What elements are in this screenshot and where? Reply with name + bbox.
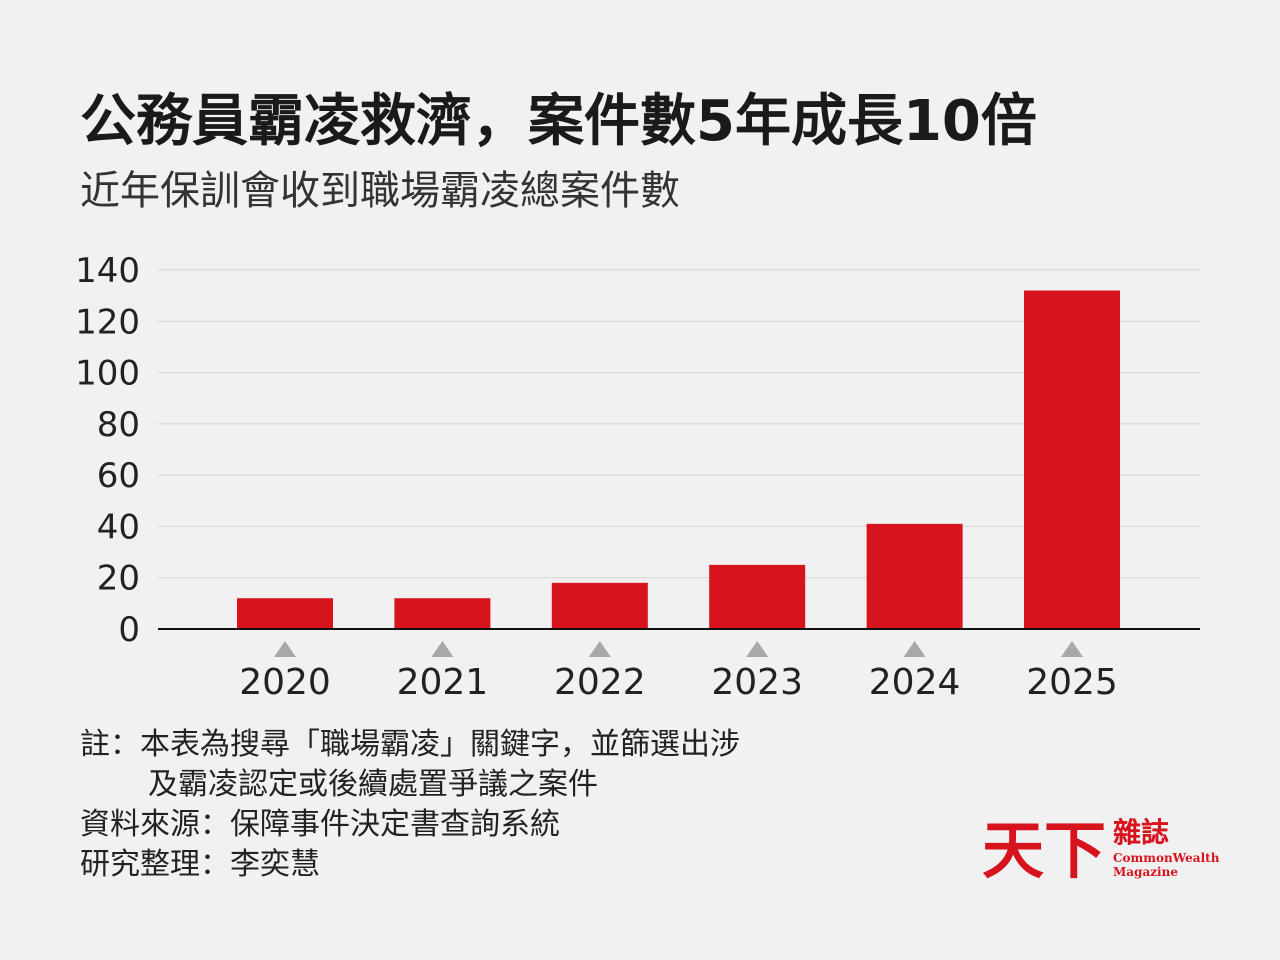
x-tick-label: 2025 <box>1026 662 1118 703</box>
note: 註：本表為搜尋「職場霸凌」關鍵字，並篩選出涉 <box>80 727 740 762</box>
bar <box>866 523 963 629</box>
y-tick-label: 140 <box>75 251 140 291</box>
y-tick-label: 40 <box>97 507 140 547</box>
y-tick-label: 60 <box>97 456 140 496</box>
logo-english: Magazine <box>1113 865 1178 879</box>
x-tick-label: 2021 <box>397 662 489 703</box>
x-tick-label: 2022 <box>554 662 646 703</box>
y-tick-label: 80 <box>97 405 140 445</box>
x-tick-label: 2024 <box>869 662 961 703</box>
logo-main: 天下 <box>982 814 1106 887</box>
bar <box>1024 290 1120 629</box>
bar <box>709 564 806 629</box>
y-tick-label: 120 <box>75 302 140 342</box>
logo-english: CommonWealth <box>1113 851 1220 865</box>
category-marker <box>903 641 926 657</box>
category-marker <box>588 641 611 657</box>
logo-side: 雜誌 <box>1113 816 1169 849</box>
bar <box>237 598 333 629</box>
x-tick-label: 2020 <box>239 662 331 703</box>
category-marker <box>746 641 769 657</box>
y-tick-label: 100 <box>75 354 140 394</box>
bar <box>394 598 491 629</box>
y-tick-label: 0 <box>118 610 140 650</box>
note: 資料來源：保障事件決定書查詢系統 <box>80 807 560 842</box>
note: 及霸凌認定或後續處置爭議之案件 <box>148 767 598 802</box>
y-tick-label: 20 <box>97 559 140 599</box>
note: 研究整理：李奕慧 <box>80 847 320 882</box>
x-tick-label: 2023 <box>711 662 803 703</box>
category-marker <box>1061 641 1083 657</box>
category-marker <box>274 641 296 657</box>
chart-subtitle: 近年保訓會收到職場霸凌總案件數 <box>80 168 680 214</box>
category-marker <box>431 641 454 657</box>
bar <box>551 582 648 629</box>
chart-title: 公務員霸凌救濟，案件數5年成長10倍 <box>80 89 1037 154</box>
